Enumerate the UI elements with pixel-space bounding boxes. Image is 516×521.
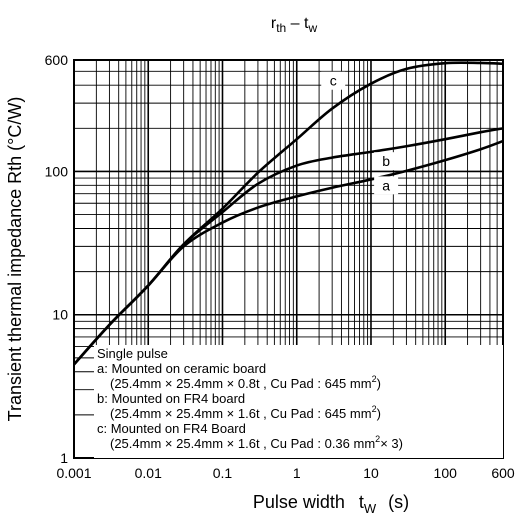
x-tick-label: 1: [293, 465, 301, 481]
series-group: [73, 61, 504, 366]
x-tick-label: 0.001: [56, 465, 91, 481]
series-label-a: a: [382, 177, 390, 193]
y-tick-label: 100: [45, 163, 69, 179]
series-line-c: [73, 61, 504, 366]
x-axis-label: Pulse width tW (s): [253, 492, 409, 516]
note-line-b-spec: (25.4mm × 25.4mm × 1.6t , Cu Pad : 645 m…: [110, 404, 381, 421]
legend-note: Single pulse a: Mounted on ceramic board…: [94, 345, 503, 458]
x-tick-labels: 0.001 0.01 0.1 1 10 100 600: [56, 465, 514, 481]
series-labels: ab c: [321, 71, 399, 195]
x-tick-label: 0.01: [135, 465, 162, 481]
chart-title: rth – tw: [271, 15, 318, 35]
y-tick-labels: 1 10 100 600: [45, 52, 69, 466]
x-tick-label: 0.1: [213, 465, 233, 481]
note-line-c-spec: (25.4mm × 25.4mm × 1.6t , Cu Pad : 0.36 …: [110, 434, 403, 451]
note-line-a-spec: (25.4mm × 25.4mm × 0.8t , Cu Pad : 645 m…: [110, 374, 381, 391]
series-label-bg-a: [374, 176, 399, 195]
x-tick-label: 100: [434, 465, 458, 481]
x-tick-label: 10: [363, 465, 379, 481]
note-line-b: b: Mounted on FR4 board: [97, 391, 245, 406]
series-label-c: c: [330, 73, 337, 89]
series-label-b: b: [382, 153, 390, 169]
y-tick-label: 10: [52, 307, 68, 323]
note-title: Single pulse: [97, 346, 168, 361]
note-line-a: a: Mounted on ceramic board: [97, 361, 266, 376]
y-axis-label: Transient thermal impedance Rth (°C/W): [5, 97, 25, 422]
series-label-bg-c: [321, 71, 346, 90]
x-tick-label: 600: [491, 465, 515, 481]
series-label-bg-b: [374, 152, 399, 171]
series-line-a: [73, 139, 504, 366]
y-tick-label: 600: [45, 52, 69, 68]
y-tick-label: 1: [60, 450, 68, 466]
note-line-c: c: Mounted on FR4 Board: [97, 421, 246, 436]
